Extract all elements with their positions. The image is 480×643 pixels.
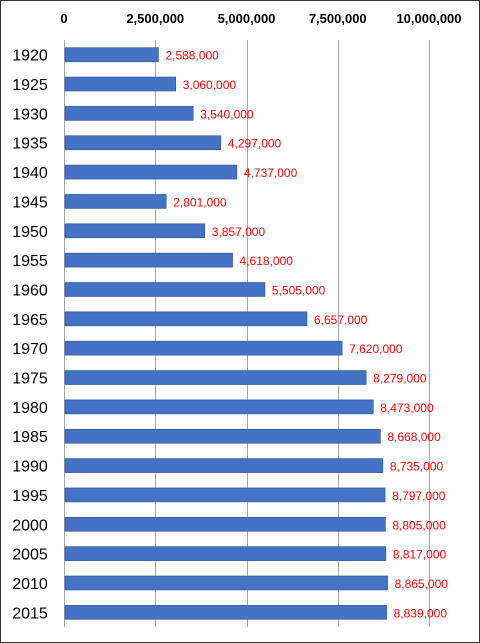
y-category-label: 2015	[12, 605, 48, 622]
y-category-label: 1995	[12, 488, 48, 505]
data-label: 8,473,000	[380, 401, 434, 415]
data-label: 5,505,000	[272, 283, 326, 297]
x-tick-label: 0	[60, 11, 67, 26]
y-category-label: 1985	[12, 429, 48, 446]
bar	[64, 252, 233, 268]
bar	[64, 194, 167, 209]
bar	[64, 311, 308, 327]
bar	[64, 340, 343, 356]
bars	[64, 47, 388, 620]
bar	[64, 106, 194, 121]
data-label: 8,668,000	[387, 430, 441, 444]
bar	[64, 47, 159, 62]
data-label: 4,737,000	[244, 166, 298, 180]
y-category-label: 1960	[12, 282, 48, 299]
data-label: 7,620,000	[349, 342, 403, 356]
data-label: 2,801,000	[173, 195, 227, 209]
bar	[64, 282, 266, 297]
data-label: 4,297,000	[228, 137, 282, 151]
y-category-label: 1980	[12, 400, 48, 417]
bar	[64, 516, 386, 532]
y-category-label: 1935	[12, 136, 48, 153]
y-category-label: 2010	[12, 576, 48, 593]
bar	[64, 575, 388, 591]
data-label: 3,857,000	[212, 225, 266, 239]
bar	[64, 605, 387, 620]
data-label: 8,797,000	[392, 489, 446, 503]
data-label: 6,657,000	[314, 313, 368, 327]
y-category-label: 1925	[12, 77, 48, 94]
bar	[64, 223, 206, 239]
data-labels: 2,588,000 3,060,000 3,540,000 4,297,000 4,73…	[165, 49, 448, 621]
y-category-label: 1990	[12, 459, 48, 476]
data-label: 8,279,000	[373, 372, 427, 386]
y-category-label: 1940	[12, 165, 48, 182]
bar	[64, 458, 384, 473]
bar	[64, 487, 386, 503]
bar	[64, 164, 238, 180]
x-tick-label: 10,000,000	[396, 11, 461, 26]
y-category-label: 1945	[12, 194, 48, 211]
y-category-label: 1950	[12, 224, 48, 241]
y-category-label: 1920	[12, 48, 48, 65]
data-label: 2,588,000	[165, 49, 219, 63]
x-tick-label: 2,500,000	[126, 11, 184, 26]
bar	[64, 370, 367, 385]
x-axis-tick-labels: 0 2,500,000 5,000,000 7,500,000 10,000,000	[60, 11, 461, 26]
x-tick-label: 5,000,000	[218, 11, 276, 26]
y-category-label: 1930	[12, 106, 48, 123]
bar	[64, 76, 176, 92]
data-label: 3,540,000	[200, 107, 254, 121]
data-label: 8,839,000	[394, 606, 448, 620]
bar	[64, 546, 387, 561]
y-category-label: 1970	[12, 341, 48, 358]
data-label: 8,817,000	[393, 548, 447, 562]
y-category-label: 1955	[12, 253, 48, 270]
data-label: 8,735,000	[390, 460, 444, 474]
y-category-label: 2005	[12, 547, 48, 564]
x-tick-label: 7,500,000	[309, 11, 367, 26]
data-label: 8,805,000	[392, 518, 446, 532]
data-label: 8,865,000	[395, 577, 449, 591]
data-label: 3,060,000	[183, 78, 237, 92]
y-category-label: 2000	[12, 517, 48, 534]
gridlines	[64, 40, 430, 627]
bar	[64, 399, 374, 415]
y-axis-category-labels: 1920 1925 1930 1935 1940 1945 1950 1955 1960 1965…	[12, 48, 48, 623]
data-label: 4,618,000	[240, 254, 294, 268]
y-category-label: 1965	[12, 312, 48, 329]
bar	[64, 135, 222, 151]
y-category-label: 1975	[12, 371, 48, 388]
bar	[64, 428, 381, 444]
